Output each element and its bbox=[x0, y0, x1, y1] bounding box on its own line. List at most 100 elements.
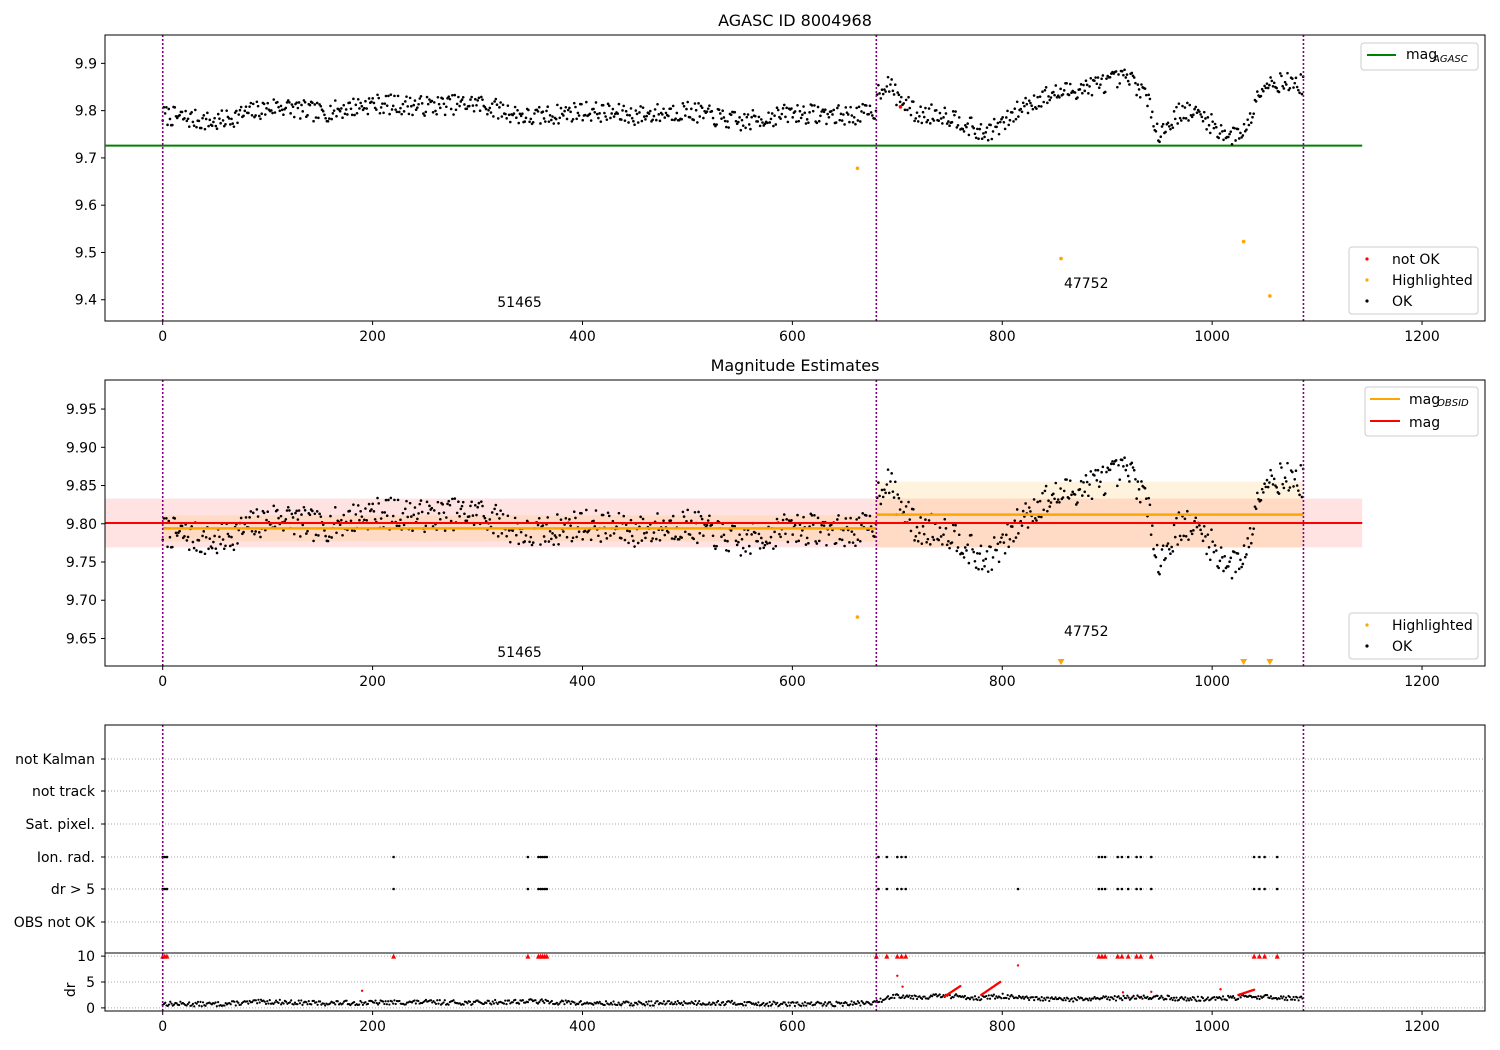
ok-point bbox=[1130, 461, 1134, 465]
ok-point bbox=[1019, 519, 1023, 523]
ok-point bbox=[727, 549, 731, 553]
dr-point bbox=[630, 1002, 633, 1005]
ok-point bbox=[504, 112, 507, 116]
dr-point bbox=[892, 993, 895, 997]
ok-point bbox=[426, 511, 430, 515]
dr-point bbox=[632, 1004, 635, 1007]
dr-point bbox=[611, 1003, 614, 1006]
ok-point bbox=[531, 120, 535, 124]
dr-point bbox=[813, 1003, 817, 1006]
ok-point bbox=[1134, 477, 1137, 481]
ok-point bbox=[749, 127, 752, 131]
ok-point bbox=[1100, 77, 1103, 81]
ok-point bbox=[1152, 125, 1155, 128]
ok-point bbox=[1020, 110, 1024, 114]
ok-point bbox=[463, 103, 466, 106]
dr-point bbox=[1010, 993, 1013, 997]
dr-point bbox=[378, 1001, 381, 1005]
dr-point bbox=[914, 995, 917, 998]
dr-point bbox=[1054, 996, 1057, 999]
ok-point bbox=[620, 118, 623, 121]
ok-point bbox=[751, 108, 755, 112]
dr-point bbox=[756, 1003, 759, 1007]
dr-point bbox=[169, 1000, 172, 1003]
dr-point bbox=[645, 1000, 648, 1004]
dr-point bbox=[496, 1002, 499, 1006]
dr-point bbox=[859, 1004, 862, 1007]
dr-point bbox=[1022, 997, 1026, 1000]
ok-point bbox=[737, 540, 740, 544]
panel3-x-tick-label: 800 bbox=[989, 1019, 1016, 1035]
ok-point bbox=[352, 97, 355, 101]
dr-clipped-marker bbox=[894, 953, 900, 959]
ok-point bbox=[954, 523, 957, 527]
ok-point bbox=[524, 116, 528, 120]
ok-point bbox=[609, 534, 612, 537]
ok-point bbox=[766, 121, 769, 125]
ok-point bbox=[1008, 537, 1012, 541]
ok-point bbox=[381, 511, 384, 514]
dr-point bbox=[682, 1000, 686, 1003]
dr-point bbox=[507, 999, 511, 1002]
ok-point bbox=[333, 99, 337, 102]
ok-point bbox=[342, 513, 346, 517]
panel2-legend-upper: mag OBSID mag bbox=[1364, 386, 1479, 437]
dr-point bbox=[264, 1002, 268, 1005]
ok-point bbox=[920, 542, 924, 545]
ok-point bbox=[700, 106, 704, 110]
ok-point bbox=[1300, 92, 1304, 96]
dr-point bbox=[730, 999, 734, 1002]
ok-point bbox=[1046, 509, 1049, 513]
ok-point bbox=[1287, 489, 1291, 492]
ok-point bbox=[837, 514, 840, 517]
ok-point bbox=[740, 537, 744, 541]
dr-point bbox=[568, 1000, 571, 1003]
ok-point bbox=[543, 540, 547, 543]
dr-point bbox=[669, 1002, 672, 1006]
dr-point bbox=[1021, 995, 1024, 998]
legend-label-mag: mag bbox=[1409, 415, 1440, 431]
ok-point bbox=[1275, 86, 1278, 90]
dr-point bbox=[661, 1002, 664, 1005]
ok-point bbox=[442, 102, 446, 106]
dr-point bbox=[769, 1004, 773, 1007]
ok-point bbox=[1207, 546, 1211, 549]
dr-point bbox=[609, 1001, 613, 1004]
ok-point bbox=[924, 518, 927, 521]
dr-point bbox=[1180, 995, 1183, 999]
ok-point bbox=[900, 95, 903, 99]
ok-point bbox=[653, 108, 657, 111]
ok-point bbox=[505, 117, 508, 120]
ok-point bbox=[425, 500, 429, 504]
ok-point bbox=[1123, 68, 1126, 72]
dr-point bbox=[558, 1002, 561, 1005]
ok-point bbox=[840, 119, 844, 122]
ok-point bbox=[779, 117, 782, 120]
ok-point bbox=[562, 114, 565, 117]
ok-point bbox=[341, 533, 344, 537]
ok-point bbox=[822, 524, 826, 527]
ok-point bbox=[1237, 567, 1241, 571]
dr-point bbox=[724, 1003, 727, 1006]
panel2-annotation-51465: 51465 bbox=[497, 645, 542, 661]
ok-point bbox=[401, 511, 405, 515]
ok-point bbox=[472, 523, 476, 527]
ok-point bbox=[965, 125, 968, 129]
ok-point bbox=[974, 136, 978, 140]
dr-point bbox=[890, 996, 893, 999]
dr-point bbox=[288, 1001, 292, 1004]
dr-point bbox=[1258, 997, 1261, 1001]
ok-point bbox=[1299, 463, 1303, 467]
ok-point bbox=[1040, 105, 1043, 108]
ok-point bbox=[1245, 128, 1248, 131]
ok-point bbox=[830, 523, 833, 527]
ok-point bbox=[1017, 532, 1020, 535]
ok-point bbox=[808, 111, 811, 114]
ok-point bbox=[694, 108, 698, 112]
ok-point bbox=[881, 92, 885, 96]
ok-point bbox=[667, 531, 670, 534]
dr-point bbox=[792, 1001, 795, 1004]
ok-point bbox=[616, 112, 619, 115]
ok-point bbox=[879, 97, 883, 100]
ok-point bbox=[1013, 107, 1017, 111]
